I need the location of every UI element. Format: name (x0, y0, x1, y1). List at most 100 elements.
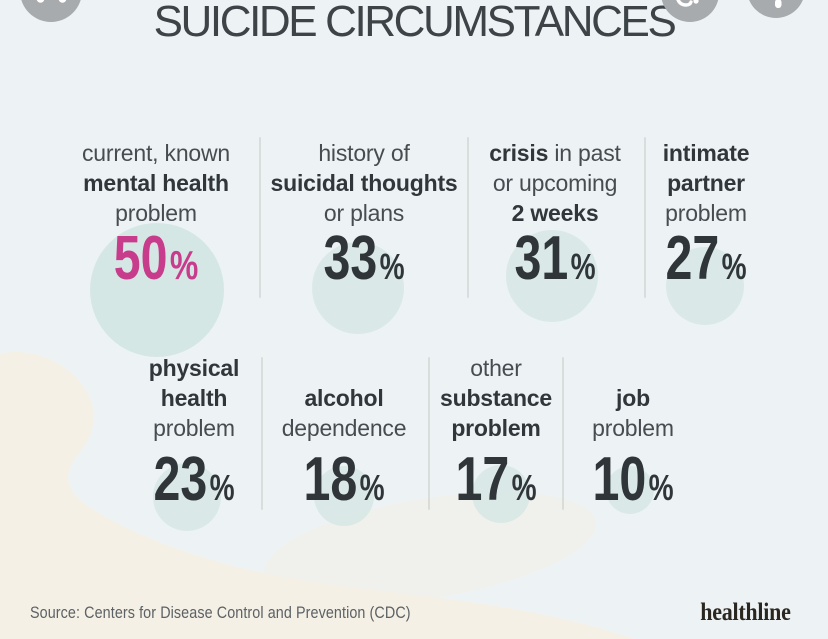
stat-label-line: other (386, 353, 606, 383)
decor-bubble (472, 465, 530, 523)
stat-value-number: 17 (455, 445, 510, 514)
stat-label-line: 2 weeks (445, 198, 665, 228)
stat-value-number: 18 (303, 445, 358, 514)
sort-arrows-button[interactable] (20, 0, 82, 22)
wave-shape (0, 351, 634, 639)
stat-label: other substance problem (386, 353, 606, 443)
stat-value: 10% (547, 449, 719, 511)
column-divider (259, 137, 261, 298)
stat-label-segment: alcohol (304, 385, 384, 411)
stat-label-segment: problem (451, 415, 541, 441)
stat-value-percent: % (511, 467, 537, 508)
stat-value-percent: % (648, 467, 674, 508)
stat-label-line: intimate (596, 138, 816, 168)
decor-bubble (153, 463, 221, 531)
stat-label-line: substance (386, 383, 606, 413)
stat-label-segment: history of (318, 140, 410, 166)
download-button[interactable] (747, 0, 805, 18)
stat-label-line: dependence (234, 413, 454, 443)
stat-label-segment: crisis (489, 140, 549, 166)
stat-value: 18% (258, 449, 430, 511)
stat-label-line: partner (596, 168, 816, 198)
decor-bubble (666, 247, 744, 325)
stat-label: history of suicidal thoughts or plans (254, 138, 474, 228)
stat-label-segment: problem (592, 415, 674, 441)
sort-arrows-icon (36, 0, 67, 3)
stat-label: job problem (523, 383, 743, 443)
stat-label-segment: suicidal thoughts (270, 170, 458, 196)
stat-value: 17% (410, 449, 582, 511)
stat-value-percent: % (169, 242, 199, 288)
stat-label-segment: problem (153, 415, 235, 441)
stat-label-segment: or upcoming (492, 170, 618, 196)
stat-label: current, known mental health problem (46, 138, 266, 228)
stat-label-segment: intimate (662, 140, 750, 166)
share-icon (676, 0, 699, 7)
stat-value: 27% (620, 228, 792, 290)
stat-label-line: history of (254, 138, 474, 168)
stat-value-percent: % (570, 246, 596, 287)
column-divider (644, 137, 646, 298)
stat-label-segment: mental health (83, 170, 229, 196)
stat-value-number: 23 (153, 445, 208, 514)
stat-label-line: problem (84, 413, 304, 443)
column-divider (261, 357, 263, 510)
stat-value-percent: % (721, 246, 747, 287)
stat-value: 33% (278, 228, 450, 290)
stat-label-segment: current, known (81, 140, 231, 166)
stat-label-segment: problem (115, 200, 197, 226)
stat-label: crisis in past or upcoming 2 weeks (445, 138, 665, 228)
stat-value-percent: % (209, 467, 235, 508)
share-button[interactable] (661, 0, 719, 22)
stat-label-line: or plans (254, 198, 474, 228)
stat-label-line: suicidal thoughts (254, 168, 474, 198)
brand-logo: healthline (700, 599, 792, 626)
stat-label-segment: in past (548, 140, 621, 166)
stat-label-segment: partner (667, 170, 745, 196)
stat-label-segment: 2 weeks (511, 200, 599, 226)
column-divider (562, 357, 564, 510)
stat-label-line: physical (84, 353, 304, 383)
stat-label-segment: or plans (323, 200, 405, 226)
stat-value-number: 27 (665, 224, 720, 293)
stat-label-line: problem (386, 413, 606, 443)
stat-value-number: 10 (592, 445, 647, 514)
stat-value: 31% (469, 228, 641, 290)
stat-label: physical health problem (84, 353, 304, 443)
stat-label-line: or upcoming (445, 168, 665, 198)
column-divider (428, 357, 430, 510)
stat-label-segment: problem (665, 200, 747, 226)
stat-value-number: 33 (323, 224, 378, 293)
stat-label-line: current, known (46, 138, 266, 168)
stat-value-percent: % (359, 467, 385, 508)
stat-label-segment: dependence (281, 415, 407, 441)
stat-label-segment: job (616, 385, 650, 411)
stat-label-line: health (84, 383, 304, 413)
stat-label-line: alcohol (234, 383, 454, 413)
decor-bubble (90, 223, 224, 357)
stat-label-segment: substance (440, 385, 552, 411)
stat-value-percent: % (379, 246, 405, 287)
stat-label-line: mental health (46, 168, 266, 198)
stat-value: 23% (108, 449, 280, 511)
stat-label-line: crisis in past (445, 138, 665, 168)
stat-label-segment: health (160, 385, 228, 411)
page-title: SUICIDE CIRCUMSTANCES (153, 0, 677, 46)
source-citation: Source: Centers for Disease Control and … (30, 604, 411, 622)
decor-bubble (312, 242, 404, 334)
stat-value-number: 50 (113, 224, 168, 293)
stat-label-segment: physical (148, 355, 240, 381)
decor-bubble (314, 466, 374, 526)
stat-label-line: job (523, 383, 743, 413)
column-divider (467, 137, 469, 298)
stat-label: intimate partner problem (596, 138, 816, 228)
stat-label-line: problem (596, 198, 816, 228)
decor-bubble (506, 230, 598, 322)
download-icon (775, 0, 782, 8)
decor-bubble (606, 466, 654, 514)
stat-value-number: 31 (514, 224, 569, 293)
stat-label-line: problem (523, 413, 743, 443)
stat-value: 50% (70, 228, 242, 290)
stat-label: alcohol dependence (234, 383, 454, 443)
